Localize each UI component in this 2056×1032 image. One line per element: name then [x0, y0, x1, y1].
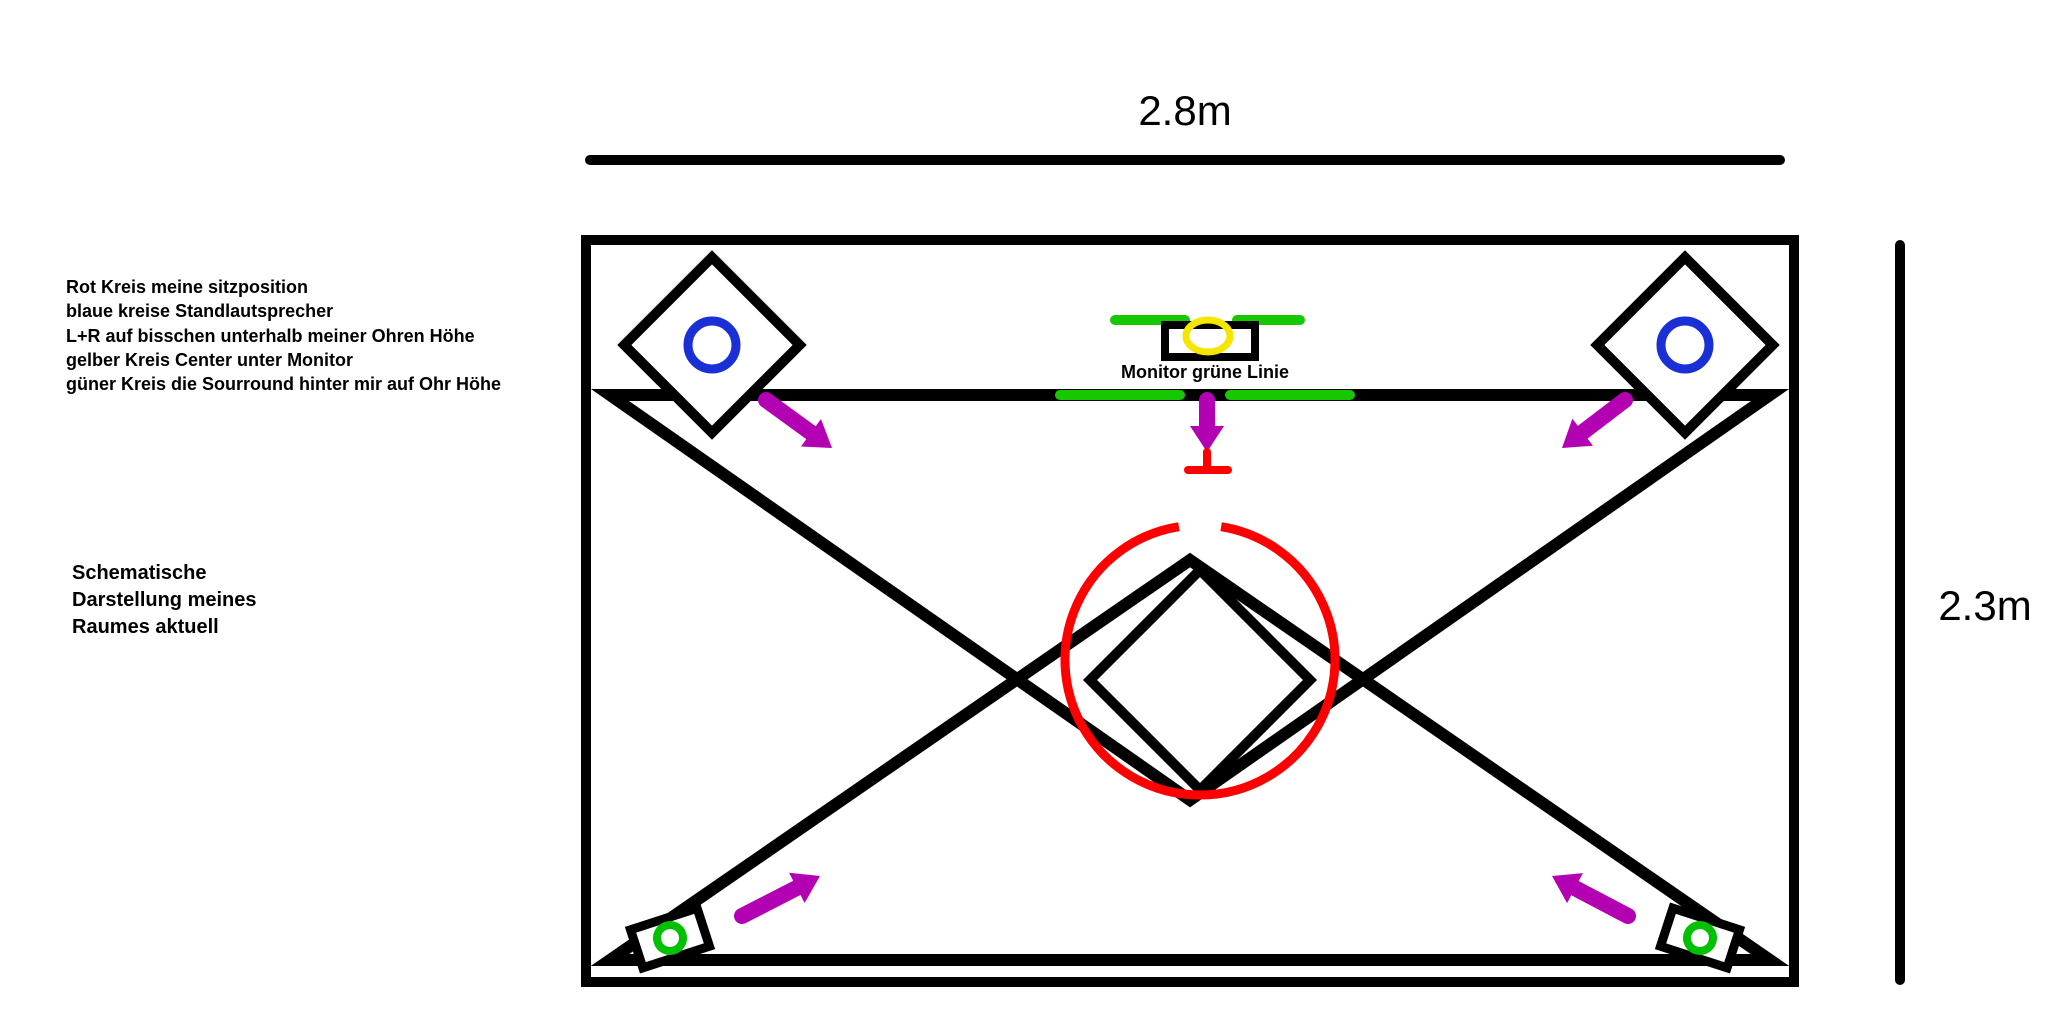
- room-diagram: 2.8m 2.3m Monitor grüne Linie: [0, 0, 2056, 1032]
- caption-text: SchematischeDarstellung meinesRaumes akt…: [72, 560, 257, 641]
- top-dimension-label: 2.8m: [1138, 87, 1231, 134]
- upper-triangle: [610, 395, 1770, 800]
- legend-text: Rot Kreis meine sitzpositionblaue kreise…: [66, 275, 501, 396]
- monitor-label: Monitor grüne Linie: [1121, 362, 1289, 382]
- right-dimension-label: 2.3m: [1938, 582, 2031, 629]
- direction-arrows: [742, 400, 1628, 916]
